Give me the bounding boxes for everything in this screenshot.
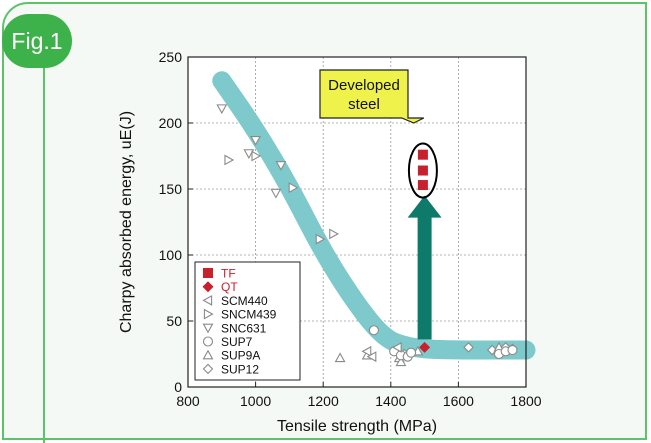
data-point-scm440 — [366, 351, 377, 363]
y-tick-label: 0 — [174, 379, 182, 395]
data-point-snc631 — [275, 161, 287, 171]
legend-label-qt: QT — [221, 280, 238, 294]
data-point-snc631 — [243, 149, 255, 159]
y-tick-label: 200 — [159, 115, 183, 131]
data-point-sup12 — [463, 342, 474, 353]
legend-marker-qt — [202, 281, 214, 293]
data-point-snc631 — [270, 188, 282, 199]
legend-label-sup7: SUP7 — [221, 335, 253, 349]
data-point-snc631 — [250, 136, 262, 146]
data-point-sncm439 — [251, 150, 262, 162]
data-point-sup7 — [368, 325, 379, 336]
x-tick-label: 1000 — [240, 393, 271, 409]
x-tick-label: 1800 — [510, 393, 541, 409]
legend-marker-tf — [203, 268, 213, 278]
legend-label-tf: TF — [221, 267, 236, 281]
legend-label-sup9a: SUP9A — [221, 349, 260, 363]
data-point-tf — [417, 149, 428, 160]
data-point-sup7 — [507, 344, 518, 356]
callout-line-1: Developed — [328, 77, 400, 94]
y-axis-label: Charpy absorbed energy, uE(J) — [118, 111, 135, 333]
data-point-tf — [417, 180, 428, 191]
y-tick-label: 50 — [166, 313, 182, 329]
legend-marker-sncm439 — [203, 308, 214, 320]
data-point-snc631 — [216, 104, 228, 115]
data-point-sup9a — [334, 352, 346, 363]
callout-line-2: steel — [348, 96, 380, 113]
x-tick-label: 1400 — [375, 393, 406, 409]
legend-marker-sup9a — [202, 349, 214, 360]
frame-side-line — [43, 50, 45, 443]
data-point-scm440 — [391, 341, 402, 353]
legend-marker-sup7 — [202, 336, 214, 347]
arrow-shaft — [417, 216, 432, 340]
x-tick-label: 1200 — [308, 393, 339, 409]
data-point-tf — [417, 165, 428, 176]
legend-box — [194, 261, 301, 381]
legend-label-scm440: SCM440 — [221, 294, 268, 308]
x-tick-label: 800 — [176, 393, 200, 409]
y-tick-label: 250 — [159, 49, 183, 65]
data-point-scm440 — [361, 345, 372, 357]
legend-marker-sup12 — [202, 363, 214, 375]
data-markers — [216, 104, 518, 367]
improvement-arrow — [407, 195, 442, 340]
y-tick-label: 100 — [159, 247, 183, 263]
axis-ticks: 800 1000 1200 1400 1600 1800 0 50 100 150 200 250 — [159, 49, 542, 409]
x-axis-label: Tensile strength (MPa) — [277, 418, 437, 435]
data-point-sncm439 — [329, 228, 339, 240]
y-tick-label: 150 — [159, 181, 183, 197]
legend-marker-scm440 — [202, 294, 213, 306]
axes-frame — [187, 56, 527, 388]
legend-label-sup12: SUP12 — [221, 362, 259, 376]
x-tick-label: 1600 — [443, 393, 474, 409]
developed-steel-ellipse — [407, 142, 438, 199]
legend-marker-snc631 — [202, 323, 214, 334]
callout-box — [319, 69, 425, 124]
data-point-sncm439 — [224, 154, 235, 166]
data-point-sup7 — [406, 347, 417, 358]
legend-label-sncm439: SNCM439 — [221, 308, 277, 322]
data-point-sncm439 — [315, 233, 326, 245]
data-point-sncm439 — [288, 182, 299, 194]
legend-label-snc631: SNC631 — [221, 321, 267, 335]
developed-steel-callout: Developed steel — [319, 69, 425, 124]
data-point-sup9a — [395, 356, 407, 367]
figure-label: Fig.1 — [2, 14, 72, 68]
arrow-head — [407, 195, 442, 218]
data-point-qt — [419, 341, 431, 353]
